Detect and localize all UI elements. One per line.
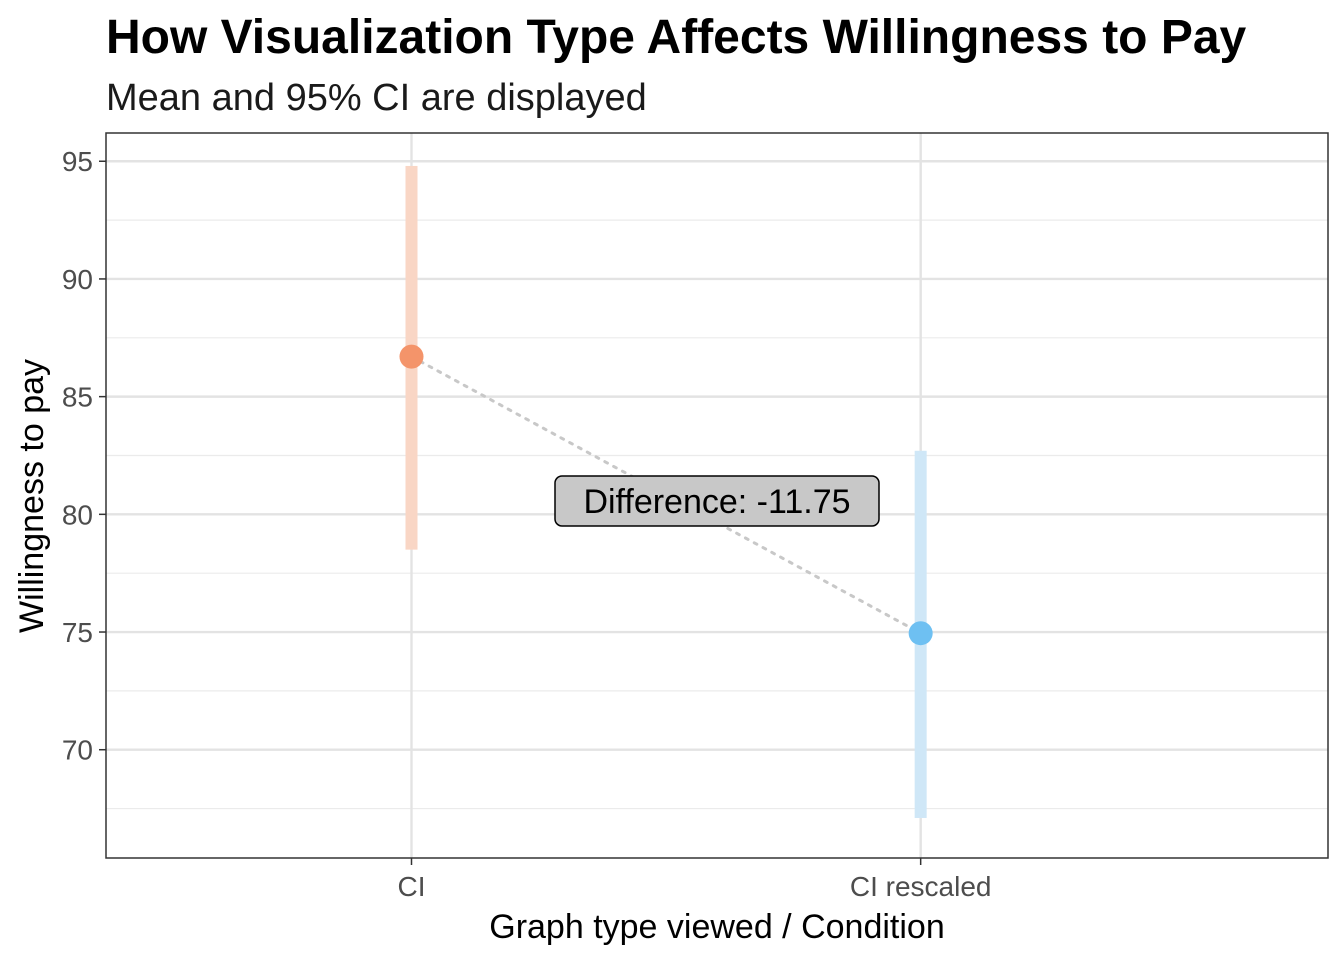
difference-annotation: Difference: -11.75: [554, 475, 880, 527]
x-axis-title: Graph type viewed / Condition: [489, 908, 944, 946]
annotation-label: Difference: -11.75: [583, 483, 850, 521]
chart-title: How Visualization Type Affects Willingne…: [106, 11, 1247, 64]
x-tick-label: CI: [398, 871, 426, 902]
minor-gridlines: [106, 219, 1328, 810]
x-axis: CI CI rescaled: [398, 858, 992, 902]
mean-point: [399, 344, 424, 369]
mean-point: [908, 621, 933, 646]
chart-subtitle: Mean and 95% CI are displayed: [106, 77, 647, 119]
y-tick-label: 75: [62, 617, 93, 648]
y-tick-label: 85: [62, 382, 93, 413]
y-tick-label: 90: [62, 264, 93, 295]
annotation-box: [554, 475, 880, 527]
mean-points: [399, 344, 933, 646]
y-axis-title: Willingness to pay: [13, 359, 51, 633]
y-tick-label: 80: [62, 499, 93, 530]
plot-border: [105, 132, 1329, 859]
y-axis: 70 75 80 85 90 95: [62, 146, 106, 766]
x-tick-label: CI rescaled: [850, 871, 992, 902]
y-tick-label: 70: [62, 735, 93, 766]
y-tick-label: 95: [62, 146, 93, 177]
